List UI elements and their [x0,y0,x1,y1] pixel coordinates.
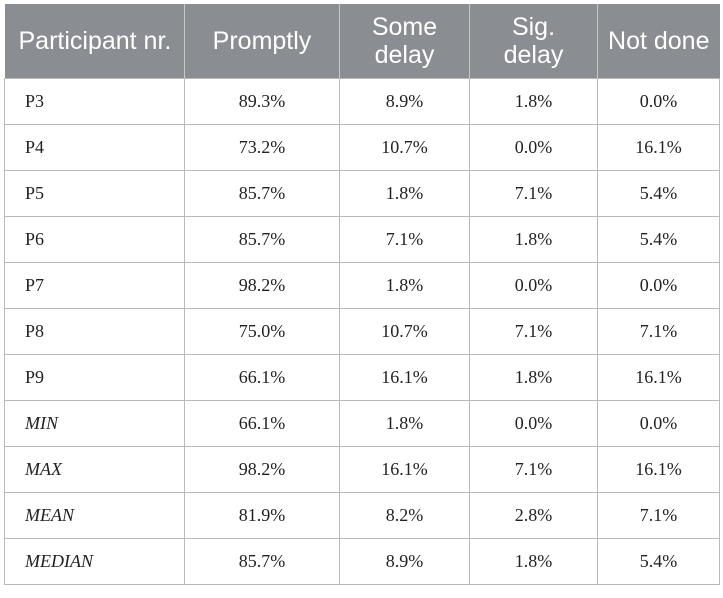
sig-delay-cell: 7.1% [469,308,598,355]
not-done-cell: 16.1% [597,124,720,171]
sig-delay-cell: 1.8% [469,78,598,125]
participant-cell: P5 [4,170,185,217]
results-table: Participant nr. Promptly Some delay Sig.… [4,4,720,585]
stat-row-mean: MEAN 81.9% 8.2% 2.8% 7.1% [4,492,720,539]
promptly-cell: 85.7% [184,538,340,585]
promptly-cell: 85.7% [184,216,340,263]
stat-label-cell: MIN [4,400,185,447]
sig-delay-cell: 7.1% [469,170,598,217]
some-delay-cell: 1.8% [339,170,470,217]
participant-cell: P6 [4,216,185,263]
table-row: P9 66.1% 16.1% 1.8% 16.1% [4,354,720,401]
sig-delay-cell: 7.1% [469,446,598,493]
some-delay-cell: 10.7% [339,124,470,171]
promptly-cell: 73.2% [184,124,340,171]
promptly-cell: 75.0% [184,308,340,355]
sig-delay-cell: 1.8% [469,354,598,401]
participant-cell: P8 [4,308,185,355]
header-promptly: Promptly [184,4,340,79]
some-delay-cell: 8.2% [339,492,470,539]
sig-delay-cell: 0.0% [469,262,598,309]
not-done-cell: 0.0% [597,262,720,309]
participant-cell: P7 [4,262,185,309]
table-row: P6 85.7% 7.1% 1.8% 5.4% [4,216,720,263]
promptly-cell: 66.1% [184,400,340,447]
some-delay-cell: 8.9% [339,538,470,585]
not-done-cell: 5.4% [597,216,720,263]
promptly-cell: 81.9% [184,492,340,539]
header-some-delay: Some delay [339,4,470,79]
table-row: P7 98.2% 1.8% 0.0% 0.0% [4,262,720,309]
some-delay-cell: 16.1% [339,354,470,401]
some-delay-cell: 7.1% [339,216,470,263]
not-done-cell: 5.4% [597,538,720,585]
some-delay-cell: 10.7% [339,308,470,355]
table-row: P4 73.2% 10.7% 0.0% 16.1% [4,124,720,171]
promptly-cell: 66.1% [184,354,340,401]
stat-row-min: MIN 66.1% 1.8% 0.0% 0.0% [4,400,720,447]
sig-delay-cell: 0.0% [469,400,598,447]
sig-delay-cell: 0.0% [469,124,598,171]
sig-delay-cell: 1.8% [469,538,598,585]
not-done-cell: 16.1% [597,354,720,401]
header-row: Participant nr. Promptly Some delay Sig.… [4,4,720,79]
promptly-cell: 85.7% [184,170,340,217]
stat-label-cell: MEDIAN [4,538,185,585]
not-done-cell: 0.0% [597,400,720,447]
table-row: P3 89.3% 8.9% 1.8% 0.0% [4,78,720,125]
stat-label-cell: MEAN [4,492,185,539]
promptly-cell: 98.2% [184,446,340,493]
header-not-done: Not done [597,4,720,79]
not-done-cell: 5.4% [597,170,720,217]
some-delay-cell: 16.1% [339,446,470,493]
participant-cell: P9 [4,354,185,401]
some-delay-cell: 1.8% [339,400,470,447]
not-done-cell: 7.1% [597,492,720,539]
some-delay-cell: 1.8% [339,262,470,309]
not-done-cell: 16.1% [597,446,720,493]
table-row: P8 75.0% 10.7% 7.1% 7.1% [4,308,720,355]
not-done-cell: 0.0% [597,78,720,125]
stat-row-median: MEDIAN 85.7% 8.9% 1.8% 5.4% [4,538,720,585]
stat-row-max: MAX 98.2% 16.1% 7.1% 16.1% [4,446,720,493]
table-row: P5 85.7% 1.8% 7.1% 5.4% [4,170,720,217]
sig-delay-cell: 1.8% [469,216,598,263]
some-delay-cell: 8.9% [339,78,470,125]
promptly-cell: 89.3% [184,78,340,125]
participant-cell: P4 [4,124,185,171]
sig-delay-cell: 2.8% [469,492,598,539]
header-sig-delay: Sig. delay [469,4,598,79]
stat-label-cell: MAX [4,446,185,493]
header-participant: Participant nr. [4,4,185,79]
not-done-cell: 7.1% [597,308,720,355]
promptly-cell: 98.2% [184,262,340,309]
participant-cell: P3 [4,78,185,125]
